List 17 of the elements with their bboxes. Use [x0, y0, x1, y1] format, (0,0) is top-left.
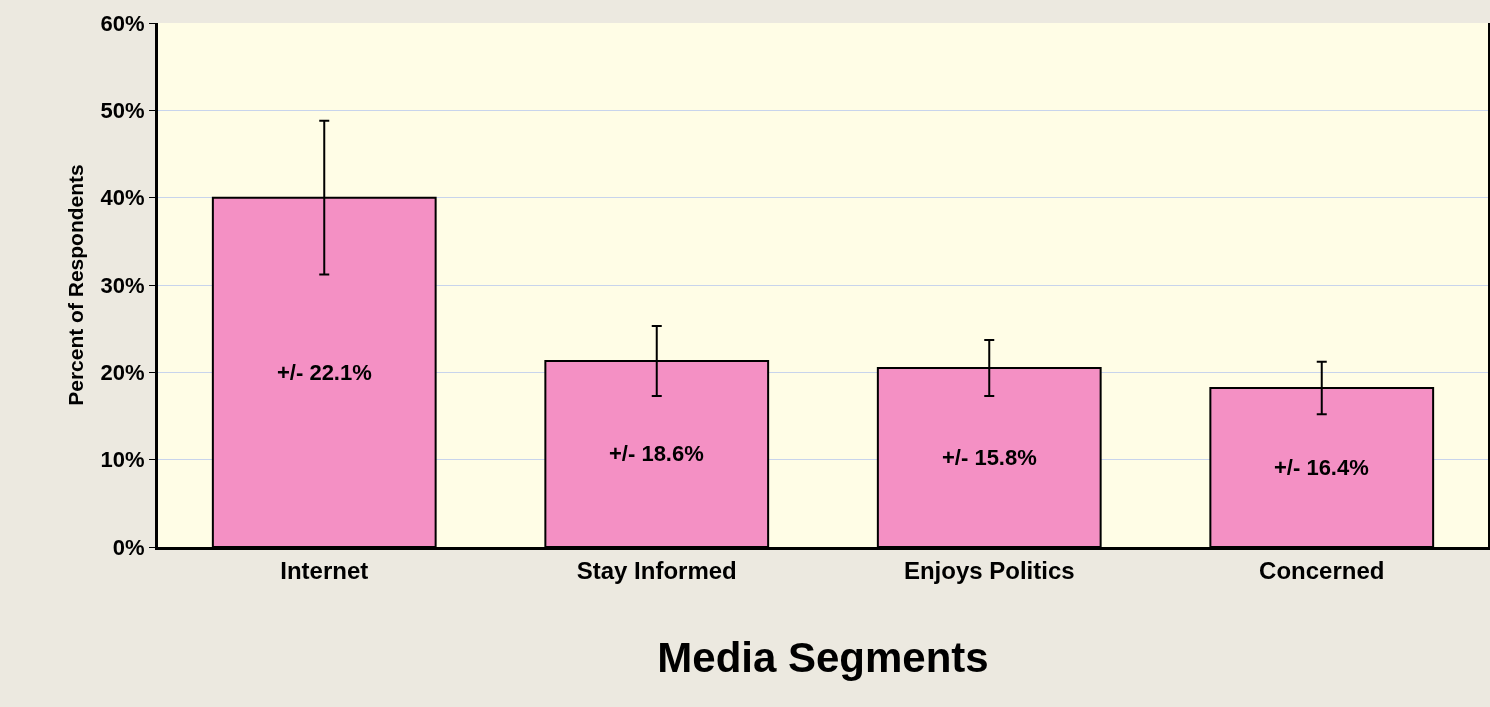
- annotation: +/- 15.8%: [942, 445, 1037, 470]
- x-tick-label: Enjoys Politics: [903, 556, 1075, 584]
- x-tick-label: Stay Informed: [576, 556, 737, 584]
- y-tick-label: 0%: [112, 534, 145, 560]
- annotation: +/- 18.6%: [609, 441, 704, 466]
- y-tick-label: 10%: [100, 447, 145, 473]
- y-tick-label: 40%: [100, 185, 145, 211]
- y-tick-label: 60%: [100, 10, 145, 36]
- x-tick-label: Concerned: [1259, 556, 1385, 584]
- y-tick-label: 30%: [100, 272, 145, 298]
- x-tick-label: Internet: [280, 556, 369, 584]
- annotation: +/- 22.1%: [277, 360, 372, 385]
- y-axis-title: Percent of Respondents: [63, 164, 87, 406]
- x-axis-title: Media Segments: [657, 633, 989, 681]
- y-tick-label: 20%: [100, 360, 145, 386]
- annotation: +/- 16.4%: [1274, 455, 1369, 480]
- y-tick-label: 50%: [100, 98, 145, 124]
